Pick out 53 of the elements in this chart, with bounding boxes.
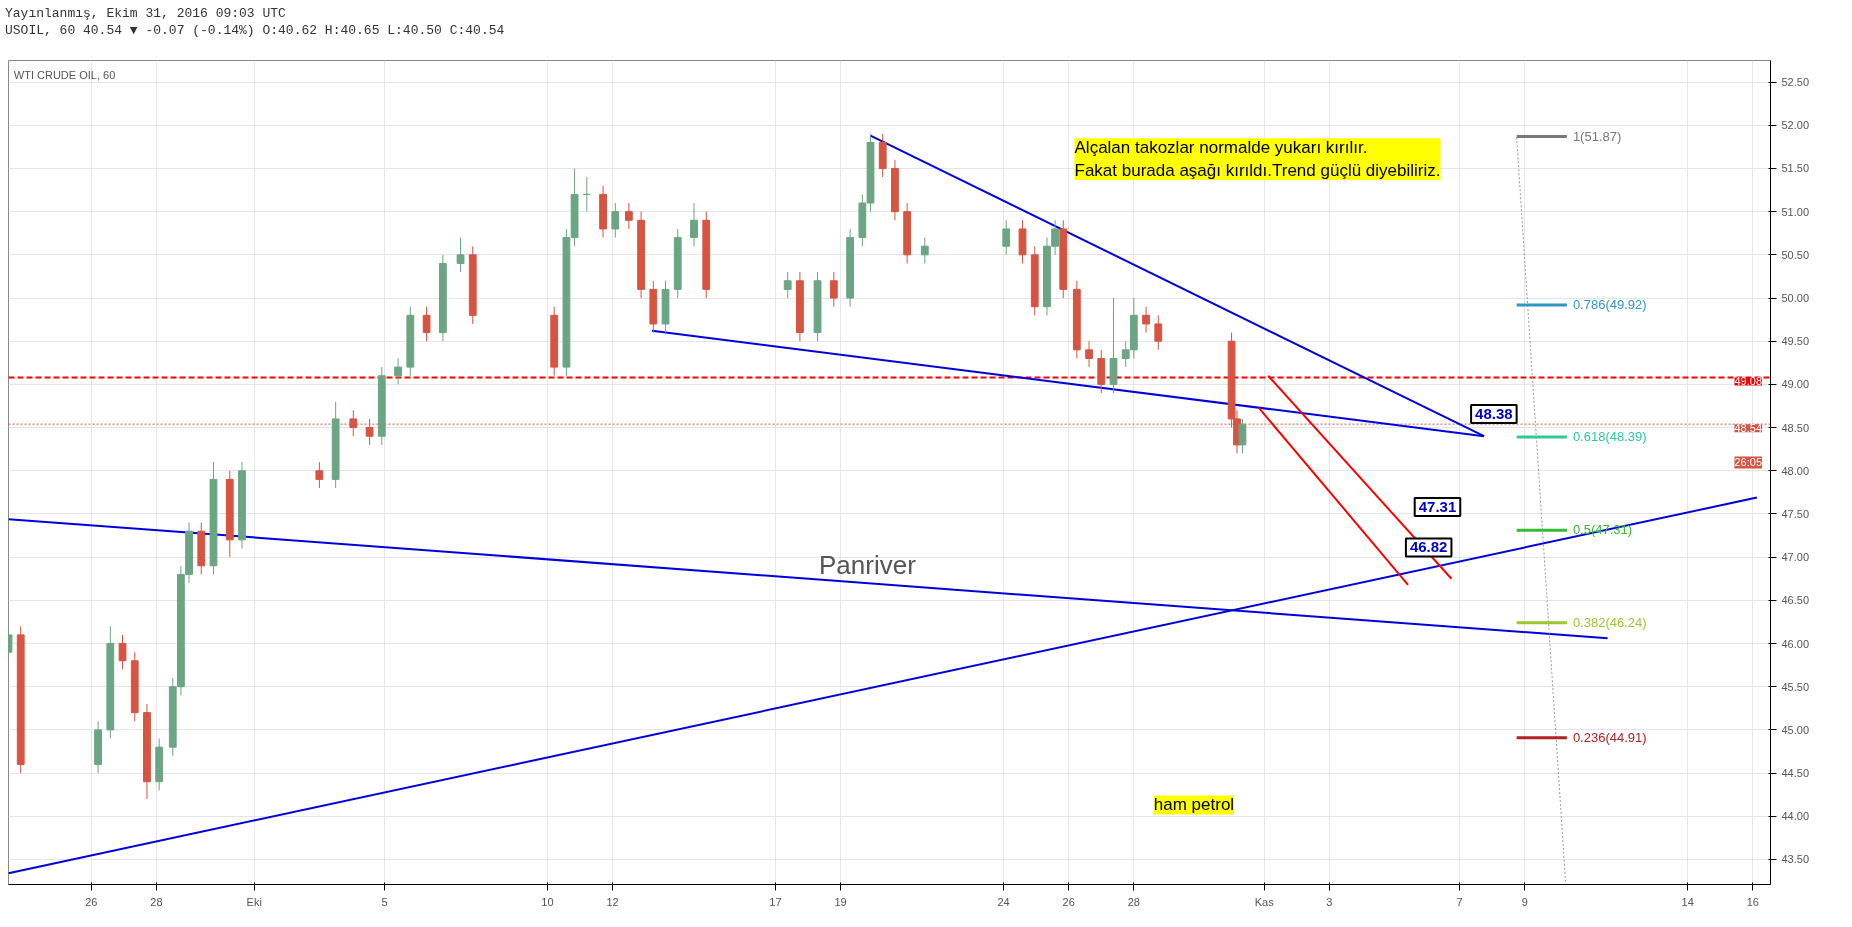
y-tick-label: 46.50 [1781,594,1810,607]
y-tick-label: 45.50 [1781,680,1810,693]
x-tick-label: 3 [1326,895,1333,908]
x-tick-label: 5 [381,895,388,908]
x-tick-label: 7 [1456,895,1463,908]
series-label: 0.618(48.39) [1572,429,1647,445]
x-tick-label: 26 [1062,895,1075,908]
x-tick-label: 16 [1746,895,1759,908]
x-tick-label: Eki [246,895,262,908]
y-tick-label: 47.00 [1781,551,1810,564]
text: Yayınlanmış, Ekim 31, 2016 09:03 UTC [5,6,286,21]
y-tick-label: 52.00 [1781,119,1810,132]
y-tick-label: 46.00 [1781,637,1810,650]
y-tick-label: 45.00 [1781,723,1810,736]
y-tick-label: 48.00 [1781,464,1810,477]
y-tick-label: 50.50 [1781,248,1810,261]
x-tick-label: 19 [834,895,847,908]
y-tick-label: 44.50 [1781,767,1810,780]
annotation: WTI CRUDE OIL, 60 [13,69,116,82]
series-label: 0.382(46.24) [1572,614,1647,630]
y-tick-label: 44.00 [1781,810,1810,823]
x-tick-label: 9 [1521,895,1528,908]
x-tick-label: Kas [1254,895,1275,908]
x-tick-label: 17 [769,895,782,908]
series-label: 1(51.87) [1572,128,1622,144]
x-tick-label: 28 [150,895,163,908]
x-tick-label: 14 [1681,895,1694,908]
series-label: 0.236(44.91) [1572,729,1647,745]
annotation: Panriver [819,549,917,580]
ref-line-label: 49.08 [1734,375,1763,388]
y-tick-label: 47.50 [1781,507,1810,520]
annotation: 46.82 [1409,538,1448,556]
annotation: 48.38 [1475,405,1513,422]
x-tick-label: 26 [85,895,98,908]
x-tick-label: 24 [997,895,1010,908]
series-label: 0.786(49.92) [1572,296,1647,312]
annotation: ham petrol [1153,795,1235,815]
text: USOIL, 60 40.54 ▼ -0.07 (-0.14%) O:40.62 H:40.65 L:40.50 C:40.54 [5,23,505,38]
annotation: Alçalan takozlar normalde yukarı kırılır. Fakat burada aşağı kırıldı.Trend güçlü diyebiliriz. [1074,138,1441,180]
x-tick-label: 12 [606,895,619,908]
y-tick-label: 52.50 [1781,76,1810,89]
ref-line-label: 48.54 [1734,422,1763,435]
y-tick-label: 49.50 [1781,335,1810,348]
y-tick-label: 49.00 [1781,378,1810,391]
x-tick-label: 28 [1127,895,1140,908]
y-tick-label: 51.00 [1781,205,1810,218]
x-tick-label: 10 [541,895,554,908]
y-tick-label: 43.50 [1781,853,1810,866]
y-tick-label: 51.50 [1781,162,1810,175]
y-tick-label: 48.50 [1781,421,1810,434]
annotation: 47.31 [1418,498,1457,516]
annotation: 26:05 [1734,456,1763,469]
y-tick-label: 50.00 [1781,292,1810,305]
